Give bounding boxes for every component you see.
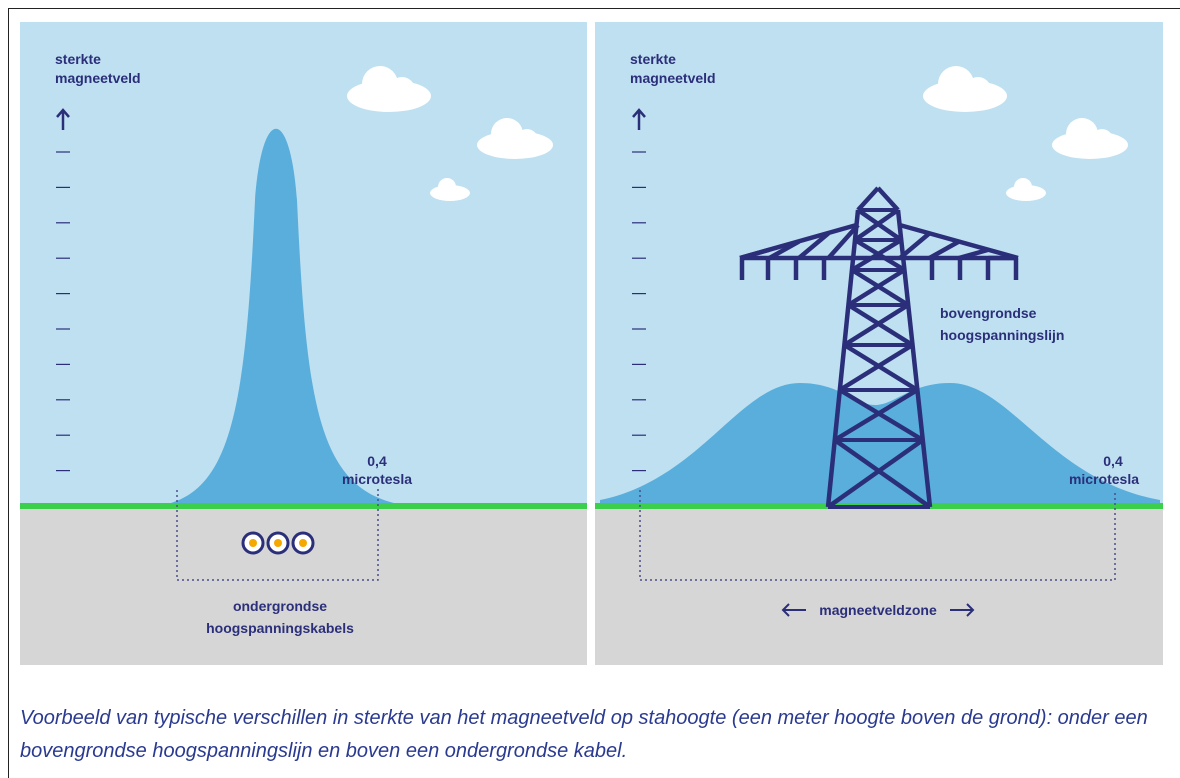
ground (595, 508, 1163, 665)
caption: Voorbeeld van typische verschillen in st… (20, 702, 1170, 768)
grass (20, 503, 587, 509)
axis-label: magneetveld (55, 70, 141, 86)
cable-label: ondergrondse (233, 598, 327, 614)
cables (243, 533, 313, 553)
threshold-unit: microtesla (342, 471, 412, 487)
diagram: sterkte magneetveld 0,4 microtesla onder… (0, 0, 1180, 700)
axis-label: sterkte (55, 51, 101, 67)
line-label: bovengrondse (940, 305, 1037, 321)
axis-label: sterkte (630, 51, 676, 67)
threshold-unit: microtesla (1069, 471, 1139, 487)
threshold-value: 0,4 (367, 453, 387, 469)
zone-label: magneetveldzone (819, 602, 937, 618)
cable-label: hoogspanningskabels (206, 620, 354, 636)
threshold-value: 0,4 (1103, 453, 1123, 469)
line-label: hoogspanningslijn (940, 327, 1064, 343)
axis-label: magneetveld (630, 70, 716, 86)
